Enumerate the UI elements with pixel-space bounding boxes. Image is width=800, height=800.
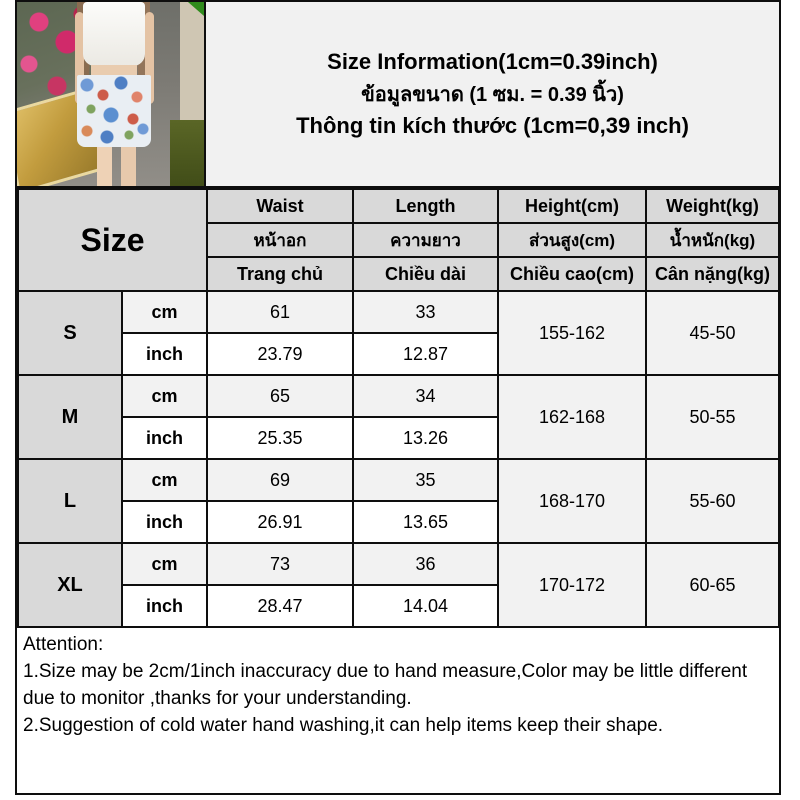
attention-section: Attention: 1.Size may be 2cm/1inch inacc… <box>17 628 779 793</box>
l-length-inch: 13.65 <box>352 500 499 544</box>
col-header-length-en: Length <box>352 188 499 224</box>
floral-skirt <box>77 75 151 147</box>
xl-length-cm: 36 <box>352 542 499 586</box>
xl-length-inch: 14.04 <box>352 584 499 628</box>
l-weight: 55-60 <box>645 458 780 544</box>
col-header-height-th: ส่วนสูง(cm) <box>497 222 647 258</box>
header-row-english: Size Waist Length Height(cm) Weight(kg) <box>17 188 780 292</box>
size-label-m: M <box>17 374 123 460</box>
product-photo <box>17 2 206 186</box>
l-waist-cm: 69 <box>206 458 354 502</box>
size-header-cell: Size <box>17 188 208 292</box>
content-frame: Size Information(1cm=0.39inch) ข้อมูลขนา… <box>15 0 781 795</box>
unit-cm: cm <box>121 458 208 502</box>
background-bag <box>170 120 204 186</box>
col-header-weight-th: น้ำหนัก(kg) <box>645 222 780 258</box>
s-waist-inch: 23.79 <box>206 332 354 376</box>
size-table: Size Waist Length Height(cm) Weight(kg) … <box>17 188 780 628</box>
unit-inch: inch <box>121 500 208 544</box>
m-waist-inch: 25.35 <box>206 416 354 460</box>
col-header-waist-vi: Trang chủ <box>206 256 354 292</box>
size-label-l: L <box>17 458 123 544</box>
size-label-xl: XL <box>17 542 123 628</box>
l-length-cm: 35 <box>352 458 499 502</box>
m-weight: 50-55 <box>645 374 780 460</box>
table-row: S cm 61 33 155-162 45-50 <box>17 290 780 376</box>
table-row: L cm 69 35 168-170 55-60 <box>17 458 780 544</box>
col-header-weight-vi: Cân nặng(kg) <box>645 256 780 292</box>
model-arm-right <box>145 12 154 104</box>
unit-cm: cm <box>121 290 208 334</box>
xl-waist-cm: 73 <box>206 542 354 586</box>
xl-height: 170-172 <box>497 542 647 628</box>
model-leg-right <box>121 147 136 186</box>
unit-inch: inch <box>121 332 208 376</box>
attention-heading: Attention: <box>23 634 104 655</box>
col-header-height-en: Height(cm) <box>497 188 647 224</box>
table-row: M cm 65 34 162-168 50-55 <box>17 374 780 460</box>
col-header-height-vi: Chiều cao(cm) <box>497 256 647 292</box>
title-vietnamese: Thông tin kích thước (1cm=0,39 inch) <box>296 113 689 138</box>
s-height: 155-162 <box>497 290 647 376</box>
m-length-inch: 13.26 <box>352 416 499 460</box>
model-arm-left <box>75 12 84 104</box>
m-length-cm: 34 <box>352 374 499 418</box>
title-thai: ข้อมูลขนาด (1 ซม. = 0.39 นิ้ว) <box>361 84 624 106</box>
unit-cm: cm <box>121 374 208 418</box>
s-weight: 45-50 <box>645 290 780 376</box>
xl-weight: 60-65 <box>645 542 780 628</box>
header-row-vietnamese: Trang chủ Chiều dài Chiều cao(cm) Cân nặ… <box>18 256 780 292</box>
header-row-thai: หน้าอก ความยาว ส่วนสูง(cm) น้ำหนัก(kg) <box>18 222 780 258</box>
s-length-cm: 33 <box>352 290 499 334</box>
col-header-length-vi: Chiều dài <box>352 256 499 292</box>
size-label-s: S <box>17 290 123 376</box>
attention-note-2: 2.Suggestion of cold water hand washing,… <box>23 715 664 736</box>
title-english: Size Information(1cm=0.39inch) <box>327 49 658 74</box>
white-crop-top <box>83 2 145 66</box>
unit-cm: cm <box>121 542 208 586</box>
s-waist-cm: 61 <box>206 290 354 334</box>
model-waist <box>91 65 137 76</box>
m-waist-cm: 65 <box>206 374 354 418</box>
table-row: inch 28.47 14.04 <box>18 584 779 628</box>
col-header-length-th: ความยาว <box>352 222 499 258</box>
xl-waist-inch: 28.47 <box>206 584 354 628</box>
col-header-waist-th: หน้าอก <box>206 222 354 258</box>
unit-inch: inch <box>121 584 208 628</box>
model-leg-left <box>97 147 112 186</box>
m-height: 162-168 <box>497 374 647 460</box>
l-waist-inch: 26.91 <box>206 500 354 544</box>
s-length-inch: 12.87 <box>352 332 499 376</box>
col-header-weight-en: Weight(kg) <box>645 188 780 224</box>
top-section: Size Information(1cm=0.39inch) ข้อมูลขนา… <box>17 2 779 188</box>
attention-note-1: 1.Size may be 2cm/1inch inaccuracy due t… <box>23 661 748 709</box>
l-height: 168-170 <box>497 458 647 544</box>
title-box: Size Information(1cm=0.39inch) ข้อมูลขนา… <box>206 2 779 186</box>
table-row: inch 25.35 13.26 <box>18 416 779 460</box>
table-row: inch 26.91 13.65 <box>18 500 779 544</box>
table-row: inch 23.79 12.87 <box>18 332 779 376</box>
table-row: XL cm 73 36 170-172 60-65 <box>17 542 780 628</box>
unit-inch: inch <box>121 416 208 460</box>
col-header-waist-en: Waist <box>206 188 354 224</box>
